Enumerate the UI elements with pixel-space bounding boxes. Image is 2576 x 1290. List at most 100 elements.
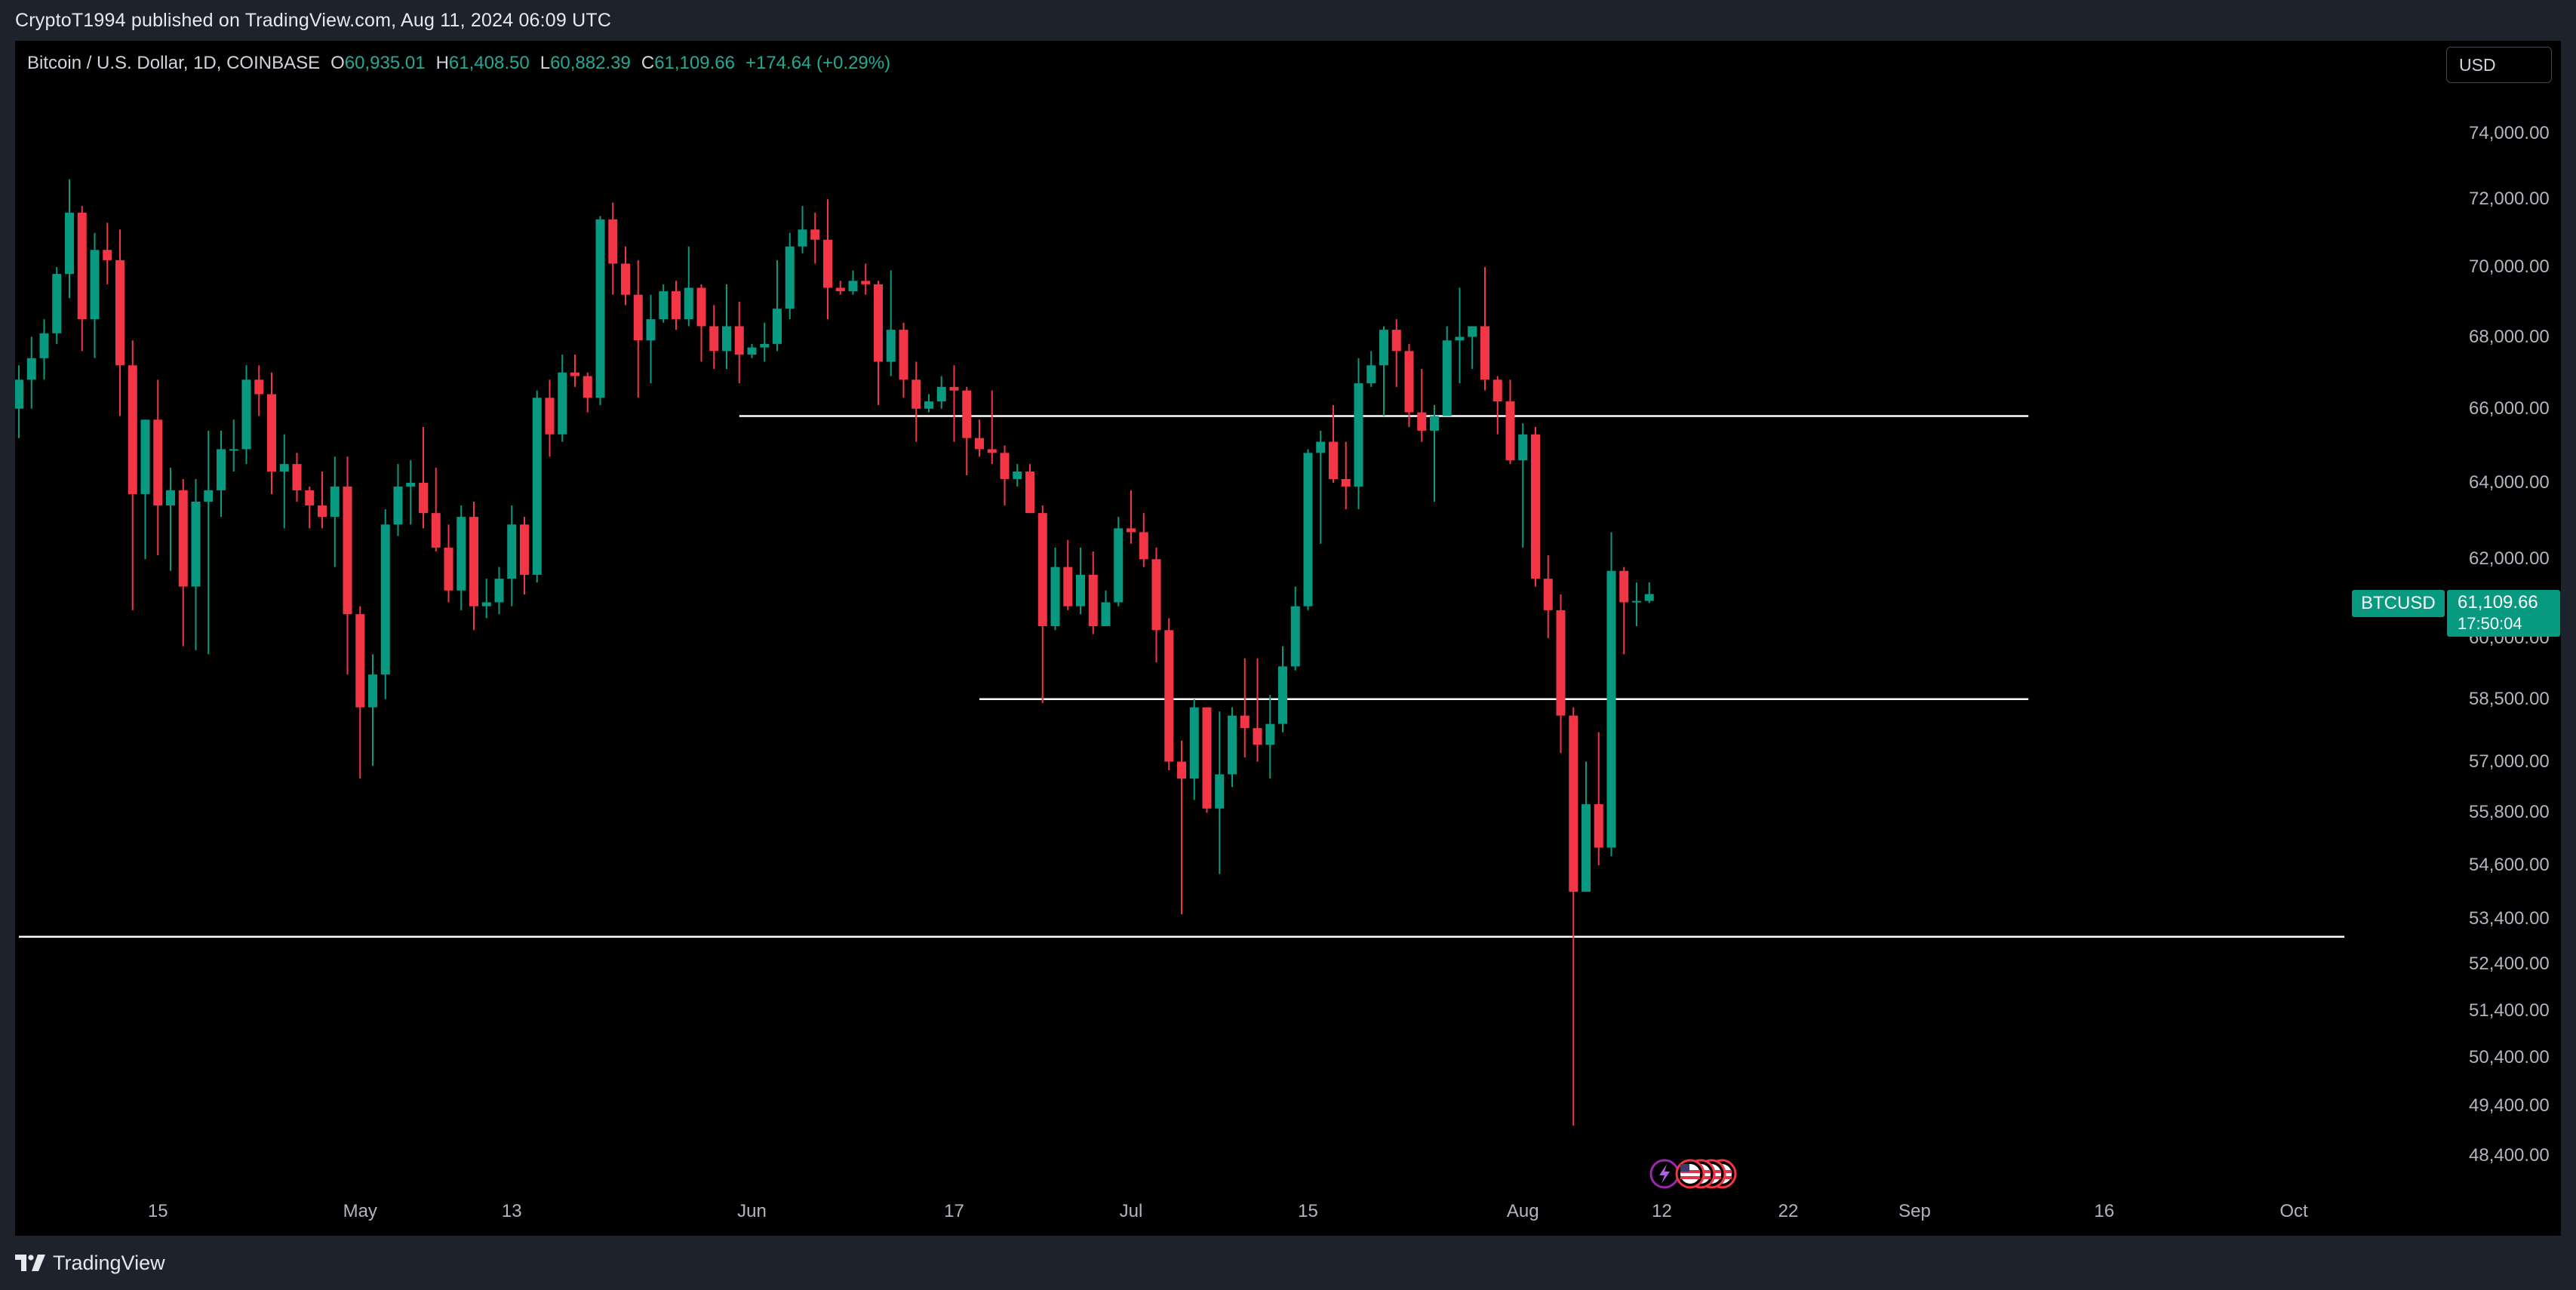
high-label: H [435,53,449,73]
candle-body [1366,365,1376,384]
candle-body [1164,630,1174,762]
price-tick-label: 52,400.00 [2469,954,2550,975]
candle-body [254,379,264,395]
price-axis[interactable]: 74,000.00 72,000.00 70,000.00 68,000.00 66,0… [2446,41,2561,1236]
candle-body [481,602,491,607]
price-tick-label: 54,600.00 [2469,854,2550,875]
time-tick-label: 13 [501,1201,522,1221]
bar-countdown: 17:50:04 [2458,614,2522,633]
candle-body [1644,594,1654,601]
candle-body [987,449,997,453]
candle-body [696,287,706,327]
change-value: +174.64 (+0.29%) [745,53,891,73]
candle-body [1619,570,1629,603]
candle-body [583,376,592,398]
candle-body [1076,574,1085,607]
candle-body [924,401,933,409]
symbol-description[interactable]: Bitcoin / U.S. Dollar, 1D, COINBASE [27,53,321,73]
candle-body [1404,351,1414,413]
candle-body [279,464,289,472]
time-tick-label: 16 [2094,1201,2115,1221]
candle-body [330,486,340,518]
time-tick-label: 22 [1778,1201,1799,1221]
candle-body [1341,478,1351,487]
candle-body [1632,600,1641,603]
candle-body [292,464,302,490]
candle-body [684,287,693,320]
candle-body [431,513,441,548]
candle-body [874,284,883,362]
publisher-line: CryptoT1994 published on TradingView.com… [15,9,612,31]
candle-body [532,398,542,575]
candle-body [380,524,390,675]
candle-body [1037,513,1047,626]
candle-body [39,333,49,358]
candle-body [26,358,36,380]
candle-body [1569,715,1578,892]
candle-body [835,287,845,292]
price-tick-label: 55,800.00 [2469,802,2550,823]
open-label: O [330,53,345,73]
chart-area[interactable]: Bitcoin / U.S. Dollar, 1D, COINBASE O 60,… [15,41,2561,1236]
price-tick-label: 72,000.00 [2469,189,2550,210]
candle-body [558,372,567,435]
candle-body [747,347,757,355]
candle-body [1253,728,1262,745]
candle-body [1329,441,1338,479]
tradingview-wordmark: TradingView [53,1251,165,1274]
candle-body [355,614,365,708]
price-tick-label: 74,000.00 [2469,122,2550,143]
price-tick-label: 57,000.00 [2469,751,2550,772]
candle-body [1139,532,1148,560]
candlestick-plot[interactable] [15,41,2561,1236]
candle-body [1505,401,1515,461]
candle-body [545,398,555,435]
candle-body [318,505,327,518]
time-tick-label: Oct [2279,1201,2308,1221]
candle-body [861,281,871,284]
candle-body [1354,383,1363,487]
candle-body [785,246,795,309]
price-tick-label: 66,000.00 [2469,398,2550,419]
candle-body [77,212,87,320]
time-tick-label: Sep [1898,1201,1931,1221]
candle-body [608,219,618,264]
event-markers[interactable] [1648,1157,1746,1190]
time-tick-label: Jun [737,1201,767,1221]
candle-body [1177,761,1186,779]
price-tick-label: 64,000.00 [2469,471,2550,493]
candle-body [1228,715,1237,775]
candle-body [343,486,352,615]
high-value: 61,408.50 [448,53,530,73]
lightning-icon[interactable] [1649,1159,1680,1189]
candle-body [419,482,428,514]
candle-body [1606,570,1616,848]
candle-body [659,291,669,320]
tradingview-logo[interactable]: TradingView [15,1252,165,1275]
candle-body [52,274,62,333]
time-axis[interactable]: 15 May 13 Jun 17 Jul 15 Aug 12 22 Sep 16 Oct [15,1190,2561,1236]
low-label: L [539,53,551,73]
candle-body [1114,528,1124,603]
time-tick-label: 15 [147,1201,168,1221]
symbol-tag: BTCUSD [2352,590,2445,617]
last-price-value: 61,109.66 [2458,592,2538,613]
candle-body [1594,804,1603,848]
candle-body [153,419,163,506]
candle-body [217,449,226,490]
candle-body [621,263,630,295]
candle-body [1101,602,1111,626]
candle-body [140,419,150,494]
close-label: C [641,53,655,73]
candle-body [1151,559,1161,631]
time-tick-label: Jul [1119,1201,1143,1221]
candle-body [103,250,112,260]
candle-body [507,524,517,579]
candle-body [1278,666,1287,724]
price-tick-label: 70,000.00 [2469,256,2550,277]
candle-body [722,326,731,352]
candle-body [1290,606,1300,667]
candle-body [456,517,466,591]
us-flag-icon[interactable] [1675,1159,1705,1189]
currency-button[interactable]: USD [2446,47,2552,83]
